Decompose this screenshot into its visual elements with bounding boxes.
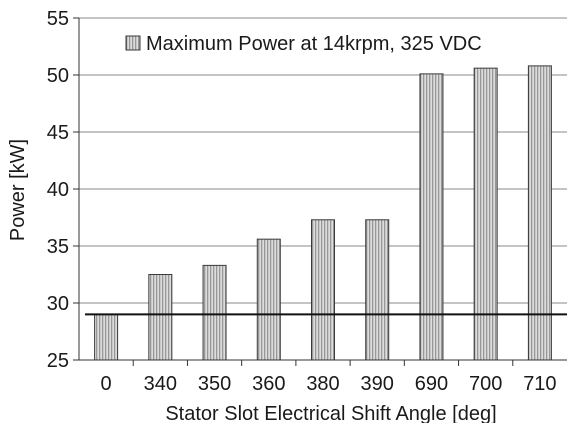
bar-350 bbox=[202, 264, 227, 361]
y-tick-label-40: 40 bbox=[47, 179, 69, 201]
x-tick-label-710: 710 bbox=[523, 373, 556, 395]
x-tick-label-390: 390 bbox=[361, 373, 394, 395]
axes bbox=[73, 17, 567, 366]
bar-340 bbox=[148, 274, 173, 361]
y-tick-label-55: 55 bbox=[47, 8, 69, 30]
legend-swatch bbox=[125, 35, 141, 51]
x-tick-label-690: 690 bbox=[415, 373, 448, 395]
bars bbox=[94, 65, 552, 361]
x-axis-title: Stator Slot Electrical Shift Angle [deg] bbox=[165, 403, 496, 423]
legend-label: Maximum Power at 14krpm, 325 VDC bbox=[146, 33, 482, 55]
bar-710 bbox=[527, 65, 552, 361]
x-tick-label-380: 380 bbox=[306, 373, 339, 395]
bar-390 bbox=[365, 219, 390, 361]
y-tick-label-25: 25 bbox=[47, 350, 69, 372]
y-axis-title: Power [kW] bbox=[7, 139, 29, 241]
tick-labels: 25 30 35 40 45 50 55 0 340 350 360 380 390 690 700 710 bbox=[47, 8, 557, 395]
y-tick-label-50: 50 bbox=[47, 65, 69, 87]
bar-380 bbox=[311, 219, 335, 361]
y-tick-label-35: 35 bbox=[47, 236, 69, 258]
y-tick-label-45: 45 bbox=[47, 122, 69, 144]
bar-700 bbox=[473, 67, 498, 361]
legend: Maximum Power at 14krpm, 325 VDC bbox=[125, 33, 482, 55]
x-tick-label-700: 700 bbox=[469, 373, 502, 395]
x-tick-label-360: 360 bbox=[252, 373, 285, 395]
bar-0 bbox=[94, 313, 119, 361]
x-tick-label-350: 350 bbox=[198, 373, 231, 395]
y-tick-label-30: 30 bbox=[47, 293, 69, 315]
x-tick-label-0: 0 bbox=[101, 373, 112, 395]
bar-690 bbox=[419, 73, 444, 361]
bar-360 bbox=[256, 238, 281, 361]
x-tick-label-340: 340 bbox=[144, 373, 177, 395]
